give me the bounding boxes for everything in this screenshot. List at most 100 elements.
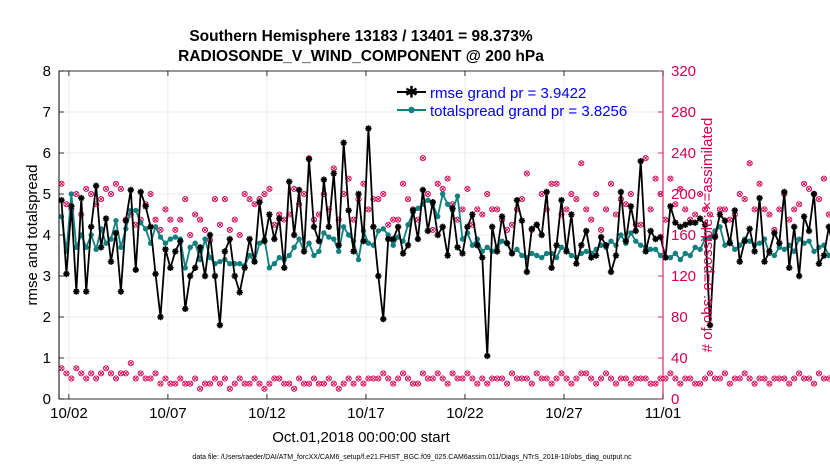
obs-assimilated-low-point: [277, 376, 282, 381]
rmse-point: [805, 227, 813, 235]
obs-possible-low-point: [197, 385, 204, 392]
obs-assimilated-high-point: [668, 176, 673, 181]
obs-assimilated-low-point: [74, 366, 79, 371]
obs-possible-low-point: [221, 375, 228, 382]
y2-tick-label: 240: [671, 145, 696, 162]
rmse-point: [276, 215, 283, 222]
rmse-point: [617, 188, 625, 196]
obs-assimilated-low-point: [207, 381, 213, 386]
rmse-point: [533, 221, 540, 228]
obs-possible-low-point: [400, 370, 407, 377]
totalspread-point: [157, 234, 164, 240]
obs-assimilated-low-point: [197, 386, 203, 391]
rmse-point: [503, 240, 511, 247]
obs-possible-low-point: [88, 370, 95, 377]
rmse-point: [588, 254, 595, 261]
obs-assimilated-low-point: [237, 376, 242, 381]
rmse-point: [632, 227, 639, 235]
obs-assimilated-low-point: [480, 376, 485, 381]
rmse-point: [464, 223, 471, 230]
obs-assimilated-low-point: [722, 371, 728, 376]
rmse-point: [706, 322, 714, 329]
obs-assimilated-high-point: [267, 186, 272, 191]
rmse-point: [78, 194, 85, 202]
obs-possible-high-point: [182, 196, 189, 203]
obs-possible-high-point: [682, 206, 689, 213]
obs-possible-low-point: [266, 380, 273, 387]
obs-assimilated-low-point: [549, 381, 554, 386]
totalspread-point: [776, 244, 783, 250]
x-axis-ticks: 10/02 10/07 10/12 10/17 10/22 10/27 11/01: [50, 71, 681, 422]
totalspread-point: [103, 240, 109, 246]
obs-possible-low-point: [360, 380, 367, 387]
totalspread-point: [296, 236, 302, 242]
rmse-point: [137, 188, 144, 196]
obs-possible-low-point: [310, 375, 318, 382]
totalspread-point: [652, 246, 659, 253]
rmse-point: [142, 203, 149, 210]
totalspread-point: [246, 252, 253, 259]
obs-assimilated-high-point: [247, 197, 252, 202]
obs-assimilated-low-point: [544, 376, 549, 381]
totalspread-point: [172, 234, 179, 240]
obs-possible-low-point: [127, 360, 134, 367]
totalspread-point: [638, 242, 644, 248]
obs-assimilated-high-point: [707, 212, 713, 217]
obs-assimilated-high-point: [400, 181, 406, 186]
obs-assimilated-high-point: [608, 181, 614, 186]
totalspread-point: [192, 240, 198, 246]
obs-possible-low-point: [78, 370, 85, 377]
rmse-point: [350, 248, 357, 255]
obs-assimilated-low-point: [519, 376, 525, 381]
totalspread-point: [182, 265, 188, 271]
rmse-point: [553, 242, 560, 249]
obs-possible-low-point: [533, 370, 540, 377]
obs-possible-low-point: [528, 380, 535, 387]
obs-assimilated-high-point: [346, 176, 351, 181]
obs-assimilated-low-point: [178, 376, 183, 381]
obs-possible-low-point: [261, 385, 268, 392]
obs-possible-low-point: [63, 370, 70, 377]
obs-possible-low-point: [355, 375, 362, 382]
obs-assimilated-low-point: [331, 381, 336, 386]
rmse-point: [761, 258, 768, 265]
rmse-point: [736, 258, 743, 265]
obs-assimilated-low-point: [113, 376, 119, 381]
totalspread-point: [375, 228, 382, 234]
obs-assimilated-low-point: [747, 376, 752, 381]
obs-possible-low-point: [414, 380, 421, 387]
obs-possible-low-point: [122, 370, 129, 377]
obs-assimilated-low-point: [806, 376, 812, 381]
rmse-point: [305, 155, 313, 163]
obs-possible-high-point: [424, 190, 431, 198]
rmse-point: [117, 288, 125, 295]
obs-assimilated-low-point: [296, 376, 302, 381]
rmse-point: [602, 242, 610, 249]
rmse-point: [493, 248, 501, 255]
rmse-point: [236, 289, 243, 296]
obs-possible-low-point: [721, 370, 728, 377]
rmse-point: [87, 223, 95, 230]
y-tick-label: 3: [43, 268, 51, 285]
rmse-point: [528, 225, 535, 233]
obs-assimilated-high-point: [232, 217, 237, 222]
obs-assimilated-high-point: [603, 207, 609, 212]
obs-assimilated-high-point: [103, 186, 109, 191]
rmse-point: [489, 223, 496, 230]
obs-assimilated-high-point: [539, 191, 544, 197]
obs-possible-high-point: [721, 206, 728, 213]
obs-assimilated-low-point: [470, 376, 475, 381]
obs-possible-low-point: [192, 375, 199, 382]
totalspread-point: [806, 238, 812, 244]
totalspread-point: [553, 254, 560, 261]
obs-assimilated-high-point: [806, 186, 812, 191]
obs-assimilated-high-point: [242, 191, 247, 197]
obs-possible-high-point: [83, 185, 90, 192]
obs-assimilated-high-point: [717, 207, 723, 212]
obs-possible-low-point: [543, 375, 550, 382]
obs-possible-low-point: [137, 370, 144, 377]
totalspread-point: [633, 238, 639, 244]
x-tick-label: 10/27: [545, 405, 583, 422]
obs-possible-high-point: [117, 185, 124, 192]
